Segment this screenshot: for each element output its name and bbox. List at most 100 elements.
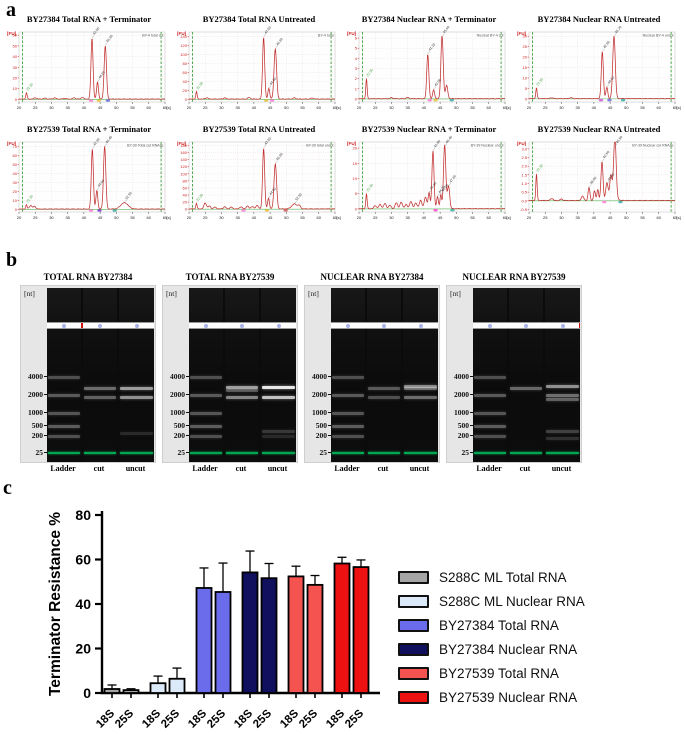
x-tick-label: 30 [219, 105, 224, 110]
sample-dot-icon [62, 324, 66, 328]
y-tick-label: 4 [355, 56, 358, 61]
gel-size-tick: 500 [447, 422, 473, 430]
x-tick-label: 50 [114, 105, 119, 110]
bar-by27539-total-rna-18s [287, 575, 305, 694]
peak-label: 41.20 [428, 42, 436, 51]
chart-x-tick-label: 18S [140, 707, 163, 730]
x-tick-label: 35 [235, 105, 240, 110]
y-tick-label: 20 [13, 75, 18, 80]
y-tick-label: 160 [180, 150, 187, 155]
gel-panel: [nt] 4000 2000 1000 500 200 25 [446, 285, 582, 463]
bar-by27539-total-rna-25s [306, 583, 324, 694]
gel-size-tick: 4000 [163, 373, 189, 381]
lower-marker-band [48, 452, 80, 454]
legend-swatch [398, 642, 429, 656]
peak-label: 47.60 [449, 174, 457, 183]
y-tick-label: 25 [523, 44, 528, 49]
gel-size-tick: 2000 [163, 391, 189, 399]
y-tick-label: 60 [183, 185, 188, 190]
fragment-region-mark [602, 200, 607, 204]
peak-label: 44.50 [269, 187, 277, 196]
y-tick-label: 40 [13, 171, 18, 176]
x-tick-label: 40 [422, 215, 427, 220]
x-tick-label: 55 [300, 105, 305, 110]
chart-x-tick-label: 18S [94, 707, 117, 730]
gel-band [262, 385, 295, 389]
lower-marker-band [404, 452, 437, 454]
y-tick-label: 20 [183, 88, 188, 93]
x-tick-label: 65 [503, 105, 508, 110]
bar-s288c-ml-nuclear-rna-18s [149, 682, 167, 694]
marker-peak-label: 22.30 [196, 81, 204, 90]
y-tick-label: 10 [13, 198, 18, 203]
gel-band [332, 393, 364, 397]
trace-file-label: Nuclear BY-4 cut [477, 34, 504, 38]
y-tick-label: 30 [523, 34, 528, 39]
chart-legend: S288C ML Total RNA S288C ML Nuclear RNA BY… [398, 565, 585, 709]
lower-marker-band [262, 452, 295, 454]
y-tick-label: 80 [183, 61, 188, 66]
fragment-region-mark [620, 98, 626, 102]
gel-lane-uncut [261, 288, 296, 462]
gel-size-tick: 200 [21, 432, 47, 440]
x-tick-label: 20 [17, 215, 22, 220]
fragment-region-mark [607, 98, 612, 102]
x-tick-label: 65 [163, 105, 168, 110]
chart-y-tick-label: 40 [75, 596, 91, 612]
x-tick-label: 60 [487, 215, 492, 220]
marker-peak-label: 22.30 [26, 194, 34, 203]
gel-band [84, 396, 116, 400]
seconds-axis-label: [s] [507, 215, 511, 220]
nt-unit-label: [nt] [450, 289, 461, 298]
gel-size-tick: 4000 [447, 373, 473, 381]
peak-label: 52.50 [124, 191, 132, 200]
electropherogram-row-1: BY27384 Total RNA + Terminator 22.30 42.50… [6, 14, 682, 118]
x-tick-label: 55 [300, 215, 305, 220]
rna-trace-line [358, 35, 506, 100]
gel-size-tick: 25 [447, 449, 473, 457]
bar-by27539-nuclear-rna-25s [352, 566, 370, 694]
gel-panel: [nt] 4000 2000 1000 500 200 25 [20, 285, 156, 463]
x-tick-label: 30 [49, 105, 54, 110]
panel-b-label: b [6, 249, 18, 271]
gel-size-tick: 25 [21, 449, 47, 457]
y-tick-label: 5 [525, 86, 528, 91]
seconds-axis-label: [s] [167, 105, 171, 110]
chart-x-tick-label: 25S [343, 707, 366, 730]
y-tick-label: 0.0 [521, 198, 527, 203]
bar-chart-panel: 0 20 40 60 80 Terminator Resistance % 18S 25S 18… [40, 485, 680, 735]
gel-4: NUCLEAR RNA BY27539 [nt] 4000 2000 1000 500 20… [446, 272, 582, 475]
y-tick-label: -0.5 [520, 207, 528, 212]
gel-lane-labels: Ladder cut uncut [162, 463, 298, 475]
gel-band [262, 434, 295, 438]
sample-dot-icon [524, 324, 528, 328]
peak-label: 42.80 [433, 139, 441, 148]
x-tick-label: 55 [640, 215, 645, 220]
legend-label: S288C ML Nuclear RNA [439, 593, 585, 609]
gel-lane-uncut [545, 288, 580, 462]
fragment-region-mark [264, 209, 270, 212]
rna-trace-line [188, 148, 336, 210]
peak-label: 44.60 [269, 77, 277, 86]
x-tick-label: 45 [608, 215, 613, 220]
y-tick-label: 30 [13, 65, 18, 70]
legend-item: BY27539 Nuclear RNA [398, 685, 585, 709]
peak-label: 52.50 [294, 192, 302, 201]
gel-lane-ladder [189, 288, 223, 462]
gel-size-tick: 2000 [305, 391, 331, 399]
x-tick-label: 55 [470, 105, 475, 110]
lower-marker-band [84, 452, 116, 454]
gel-band [226, 385, 258, 389]
lower-marker-band [120, 452, 153, 454]
rna-trace-line [188, 37, 336, 100]
fragment-region-mark [88, 209, 94, 212]
x-tick-label: 50 [624, 215, 629, 220]
chart-x-tick-label: 18S [186, 707, 209, 730]
x-tick-label: 40 [82, 215, 87, 220]
chart-x-tick-label: 25S [159, 707, 182, 730]
legend-label: BY27384 Nuclear RNA [439, 641, 578, 657]
gel-row: TOTAL RNA BY27384 [nt] 4000 2000 1000 500 200 2… [20, 272, 582, 475]
electropherogram-row-2: BY27539 Total RNA + Terminator 22.30 42.60… [6, 124, 682, 228]
marker-peak-label: 22.30 [196, 193, 204, 202]
